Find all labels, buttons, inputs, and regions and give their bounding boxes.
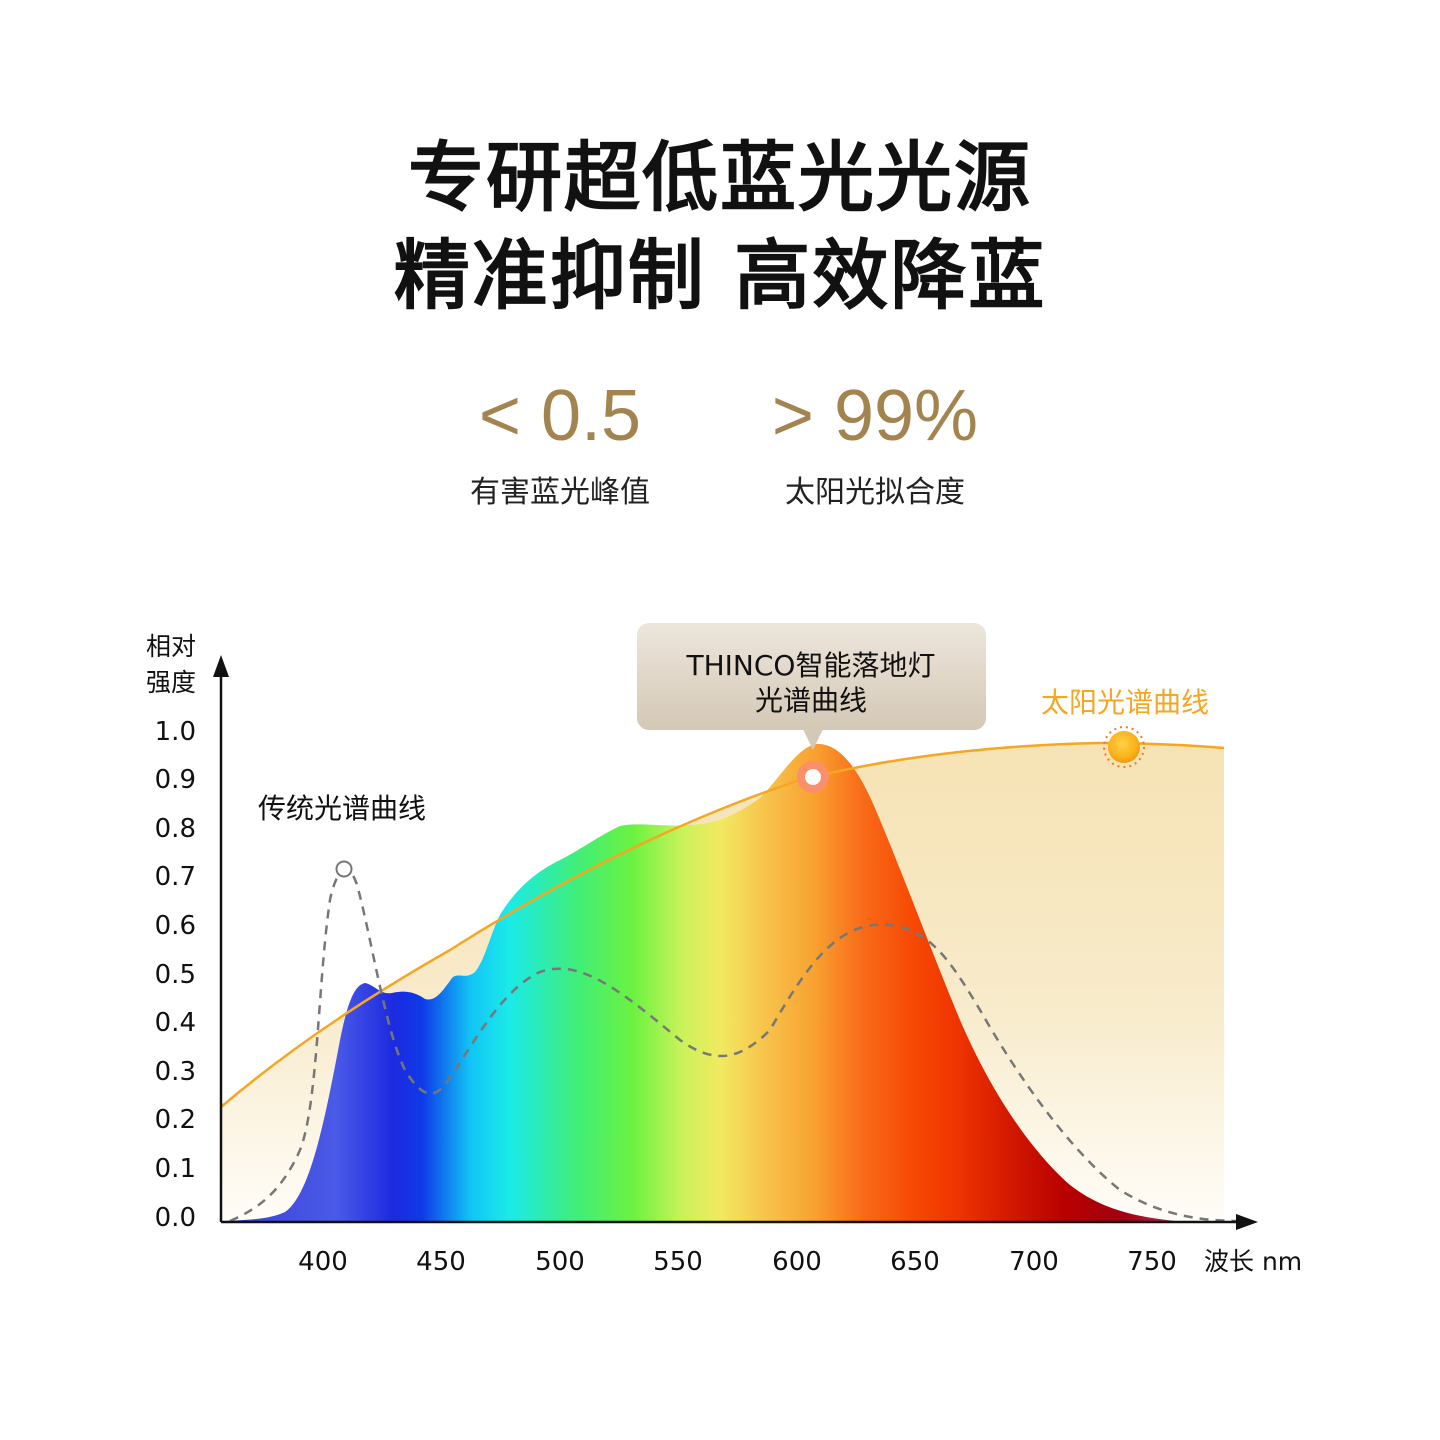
x-axis-label: 波长 nm [1204,1247,1302,1276]
traditional-spectrum-line [229,869,1241,1223]
x-tick: 500 [535,1247,585,1277]
y-tick: 0.8 [155,814,196,844]
callout-line1: THINCO智能落地灯 [686,649,936,682]
stat-label: 有害蓝光峰值 [470,475,650,510]
y-tick-labels: 1.0 0.9 0.8 0.7 0.6 0.5 0.4 0.3 0.2 0.1 … [155,717,196,1233]
y-tick: 0.2 [155,1105,196,1135]
stat-sunlight-fit: > 99% 太阳光拟合度 [760,380,990,508]
sun-spectrum-line [220,741,1225,1108]
headline-line-2: 精准抑制 高效降蓝 [393,231,1047,320]
y-axis-label-line2: 强度 [146,668,196,697]
x-axis-arrow-icon [1236,1214,1258,1230]
y-tick: 0.4 [155,1008,196,1038]
thinco-peak-marker [805,769,821,785]
x-tick: 750 [1127,1247,1177,1277]
y-tick: 0.5 [155,960,196,990]
y-axis-label-line1: 相对 [146,632,196,661]
y-tick: 1.0 [155,717,196,747]
x-tick: 650 [890,1247,940,1277]
sun-icon [1103,726,1145,768]
x-tick: 700 [1009,1247,1059,1277]
y-tick: 0.7 [155,862,196,892]
y-tick: 0.0 [155,1203,196,1233]
thinco-callout: THINCO智能落地灯 光谱曲线 [637,623,986,750]
y-axis-arrow-icon [213,655,229,677]
sun-curve-label: 太阳光谱曲线 [1041,686,1209,719]
traditional-curve-label: 传统光谱曲线 [258,792,426,825]
traditional-peak-marker [335,860,353,878]
x-tick-labels: 400 450 500 550 600 650 700 750 [298,1247,1177,1277]
callout-line2: 光谱曲线 [755,684,867,717]
y-tick: 0.9 [155,765,196,795]
stat-value: > 99% [771,376,979,456]
stat-blue-light-peak: < 0.5 有害蓝光峰值 [440,380,680,508]
stat-label: 太阳光拟合度 [785,475,965,510]
x-tick: 450 [416,1247,466,1277]
headline-line-1: 专研超低蓝光光源 [408,133,1032,222]
x-tick: 550 [653,1247,703,1277]
thinco-spectrum-area [221,743,1175,1221]
x-tick: 400 [298,1247,348,1277]
y-tick: 0.1 [155,1154,196,1184]
y-tick: 0.3 [155,1057,196,1087]
y-tick: 0.6 [155,911,196,941]
stat-value: < 0.5 [478,376,642,456]
x-tick: 600 [772,1247,822,1277]
